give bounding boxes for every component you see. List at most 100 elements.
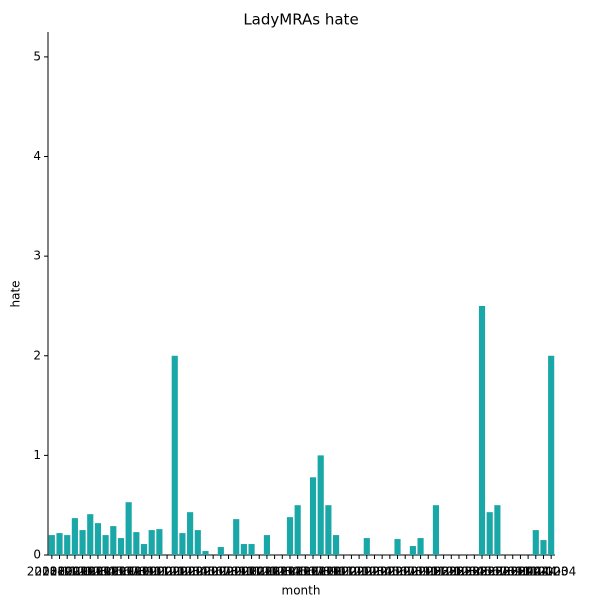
x-tick-label: 2020-01 [134, 565, 184, 579]
bar [263, 535, 271, 555]
x-tick-label: 2020-04 [157, 565, 207, 579]
x-tick-label: 2023-01 [411, 565, 461, 579]
bar [148, 530, 155, 555]
bar [202, 551, 209, 555]
bar [494, 505, 501, 555]
bar [79, 530, 86, 555]
bar [56, 533, 63, 555]
bar [286, 517, 294, 555]
bar [156, 529, 163, 555]
y-axis-label: hate [9, 280, 23, 307]
bar [540, 540, 547, 555]
x-tick-label: 2019-01 [42, 565, 92, 579]
x-tick-label: 2022-12 [403, 565, 453, 579]
x-tick-label: 2022-03 [334, 565, 384, 579]
bar [548, 355, 555, 555]
bar [140, 544, 148, 555]
x-tick-label: 2022-01 [319, 565, 369, 579]
bar [532, 530, 539, 555]
x-tick-label: 2019-06 [81, 565, 131, 579]
x-tick-label: 2019-10 [111, 565, 161, 579]
x-tick-label: 2021-10 [296, 565, 346, 579]
y-tick-label: 5 [33, 49, 41, 63]
y-tick-label: 4 [33, 149, 41, 163]
bar [194, 530, 201, 555]
y-tick-label: 2 [33, 348, 41, 362]
x-tick-label: 2020-07 [180, 565, 230, 579]
x-tick-label: 2020-10 [203, 565, 253, 579]
x-tick-label: 2023-07 [457, 565, 507, 579]
x-tick-label: 2023-12 [495, 565, 545, 579]
x-tick-label: 2019-08 [96, 565, 146, 579]
x-tick-label: 2020-09 [196, 565, 246, 579]
bar [248, 544, 255, 555]
x-tick-label: 2021-08 [280, 565, 330, 579]
x-tick-label: 2022-07 [365, 565, 415, 579]
bar [117, 538, 125, 555]
y-tick-label: 3 [33, 249, 41, 263]
x-tick-label: 2021-09 [288, 565, 338, 579]
x-tick-label: 2023-10 [480, 565, 530, 579]
bar [110, 526, 117, 555]
y-tick-label: 1 [33, 448, 41, 462]
x-tick-label: 2022-09 [380, 565, 430, 579]
x-tick-label: 2019-04 [65, 565, 115, 579]
bar [417, 538, 424, 555]
x-tick-label: 2021-02 [234, 565, 284, 579]
bar [48, 535, 55, 555]
x-tick-label: 2021-11 [303, 565, 353, 579]
x-tick-label: 2023-08 [465, 565, 515, 579]
x-tick-label: 2022-06 [357, 565, 407, 579]
x-tick-label: 2018-12 [34, 565, 84, 579]
bar [133, 532, 140, 555]
bar [332, 535, 340, 555]
x-tick-label: 2022-10 [388, 565, 438, 579]
x-tick-label: 2021-04 [250, 565, 300, 579]
x-tick-label: 2022-05 [349, 565, 399, 579]
bar [409, 546, 416, 555]
x-axis-label: month [282, 584, 321, 598]
bar [64, 535, 71, 555]
bar [486, 512, 493, 555]
x-tick-label: 2020-03 [150, 565, 200, 579]
x-tick-label: 2020-05 [165, 565, 215, 579]
chart-title: LadyMRAs hate [243, 11, 358, 29]
x-tick-label: 2022-08 [372, 565, 422, 579]
x-tick-label: 2019-03 [57, 565, 107, 579]
bar [233, 519, 240, 555]
x-tick-label: 2021-05 [257, 565, 307, 579]
x-tick-label: 2020-12 [219, 565, 269, 579]
bar [125, 502, 132, 555]
x-tick-label: 2021-06 [265, 565, 315, 579]
x-tick-label: 2022-04 [342, 565, 392, 579]
x-tick-label: 2023-02 [419, 565, 469, 579]
x-tick-label: 2019-02 [50, 565, 100, 579]
x-tick-label: 2024-04 [526, 565, 576, 579]
x-tick-label: 2024-02 [511, 565, 561, 579]
x-tick-label: 2018-11 [27, 565, 77, 579]
x-tick-label: 2023-09 [472, 565, 522, 579]
bar [394, 539, 401, 555]
bar [94, 523, 102, 555]
x-tick-label: 2020-02 [142, 565, 192, 579]
y-tick-label: 0 [33, 548, 41, 562]
bar [217, 547, 224, 555]
bar [179, 533, 186, 555]
x-tick-label: 2024-03 [518, 565, 568, 579]
bar [317, 455, 324, 555]
x-tick-label: 2022-02 [326, 565, 376, 579]
bar [363, 538, 370, 555]
x-tick-label: 2019-12 [127, 565, 177, 579]
x-tick-label: 2023-03 [426, 565, 476, 579]
bar [325, 505, 332, 555]
bar [294, 505, 301, 555]
x-tick-label: 2019-09 [104, 565, 154, 579]
x-tick-label: 2023-05 [442, 565, 492, 579]
x-tick-label: 2019-07 [88, 565, 138, 579]
x-tick-label: 2021-12 [311, 565, 361, 579]
x-tick-label: 2020-06 [173, 565, 223, 579]
bar [187, 512, 194, 555]
x-tick-label: 2021-01 [226, 565, 276, 579]
bar [87, 514, 94, 555]
